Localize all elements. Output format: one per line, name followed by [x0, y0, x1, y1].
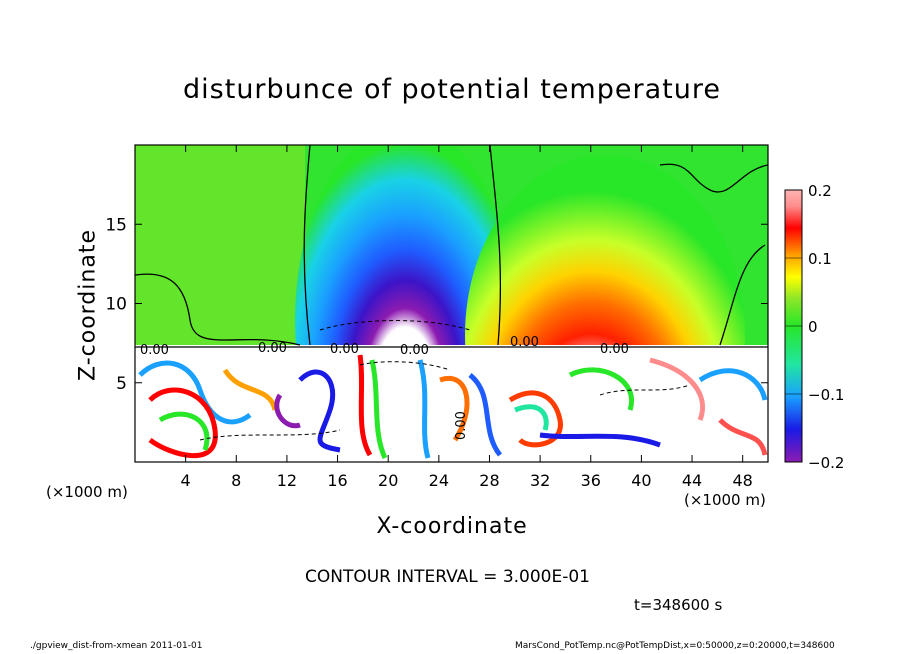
y-tick-label: 5 [116, 374, 127, 394]
lower-layer [135, 345, 768, 462]
x-tick-label: 44 [682, 471, 702, 490]
colorbar-tick-label: −0.1 [808, 386, 844, 404]
x-axis-label: X-coordinate [376, 514, 528, 539]
field-left-band [135, 145, 305, 345]
svg-text:0.00: 0.00 [454, 411, 469, 440]
dashed-contours [199, 320, 691, 441]
x-tick-label: 32 [530, 471, 550, 490]
field-area: 0.00 0.00 0.00 0.00 0.00 0.00 0.00 [135, 145, 768, 462]
svg-text:0.00: 0.00 [400, 343, 429, 358]
x-unit-right: (×1000 m) [684, 491, 766, 509]
x-tick-label: 48 [733, 471, 753, 490]
x-tick-label: 24 [429, 471, 449, 490]
lower-layer-features [138, 354, 768, 460]
colorbar-tick-label: 0 [808, 318, 818, 336]
footer-left: ./gpview_dist-from-xmean 2011-01-01 [30, 641, 203, 651]
time-label: t=348600 s [634, 596, 723, 614]
y-axis-ticks: 5 10 15 [105, 215, 768, 394]
x-tick-label: 20 [378, 471, 398, 490]
zero-contours [135, 145, 768, 348]
svg-text:0.00: 0.00 [510, 335, 539, 350]
contour-interval-note: CONTOUR INTERVAL = 3.000E-01 [305, 567, 590, 587]
x-tick-label: 12 [277, 471, 297, 490]
footer-right: MarsCond_PotTemp.nc@PotTempDist,x=0:5000… [515, 641, 835, 651]
x-tick-label: 40 [631, 471, 651, 490]
y-axis-label: Z-coordinate [75, 229, 101, 381]
x-unit-left: (×1000 m) [46, 483, 128, 501]
colorbar-tick-label: 0.1 [808, 250, 832, 268]
x-tick-label: 16 [327, 471, 347, 490]
svg-text:0.00: 0.00 [140, 343, 169, 358]
y-tick-label: 10 [105, 295, 127, 315]
colorbar-tick-label: 0.2 [808, 182, 832, 200]
x-tick-label: 36 [581, 471, 601, 490]
x-tick-label: 4 [181, 471, 191, 490]
colorbar-tick-label: −0.2 [808, 454, 844, 472]
svg-text:0.00: 0.00 [258, 341, 287, 356]
x-axis-ticks: 4 8 12 16 20 24 28 32 36 40 44 48 [181, 145, 753, 490]
chart-title: disturbunce of potential temperature [183, 74, 721, 105]
contour-labels: 0.00 0.00 0.00 0.00 0.00 0.00 0.00 [140, 335, 629, 440]
svg-text:0.00: 0.00 [330, 342, 359, 357]
x-tick-label: 8 [231, 471, 241, 490]
y-tick-label: 15 [105, 215, 127, 235]
x-tick-label: 28 [479, 471, 499, 490]
svg-text:0.00: 0.00 [600, 342, 629, 357]
colorbar-ticks: 0.2 0.1 0 −0.1 −0.2 [785, 182, 844, 472]
